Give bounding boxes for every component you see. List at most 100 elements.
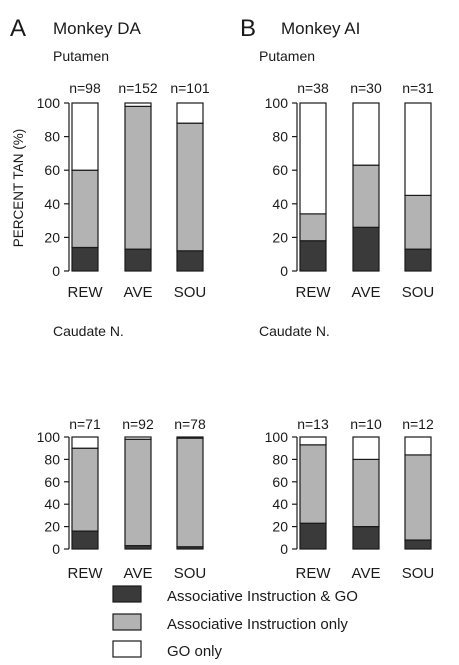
bar-count-label: n=92 — [122, 416, 154, 432]
bar-segment-assoc-go — [176, 250, 204, 272]
bar-count-label: n=71 — [69, 416, 101, 432]
bar-segment-assoc-go — [352, 226, 380, 272]
y-tick-label: 0 — [280, 541, 288, 557]
bar-segment-assoc-go — [352, 525, 380, 550]
chart-putamen-monkey-da: Putamen 0 20 40 60 80 100 REW n=98 AVE n=152 SOU n=1… — [37, 48, 210, 301]
region-title: Putamen — [259, 48, 315, 64]
y-tick-label: 100 — [37, 429, 61, 445]
y-tick-label: 20 — [272, 519, 288, 535]
y-tick-label: 80 — [272, 129, 288, 145]
legend-swatch-assoc-only — [112, 613, 142, 631]
y-tick-label: 20 — [44, 519, 60, 535]
y-tick-label: 0 — [52, 263, 60, 279]
bar-segment-assoc-only — [71, 169, 99, 249]
legend-swatch-go-only — [112, 640, 142, 658]
panel-b-letter: B — [240, 15, 256, 42]
chart-caudate-monkey-ai: Caudate N. 0 20 40 60 80 100 REW n=13 AVE n=10 SOU n… — [259, 323, 434, 582]
bar-count-label: n=152 — [118, 80, 158, 96]
y-tick-label: 60 — [272, 474, 288, 490]
legend-swatch-assoc-go — [112, 585, 142, 603]
x-tick-label: REW — [68, 284, 104, 301]
bar-count-label: n=30 — [350, 80, 382, 96]
y-tick-label: 100 — [265, 429, 289, 445]
y-tick-label: 100 — [37, 95, 61, 111]
legend-label: Associative Instruction only — [167, 616, 348, 633]
bar-segment-assoc-only — [404, 194, 432, 250]
bar-segment-go-only — [352, 102, 380, 166]
bar-count-label: n=78 — [174, 416, 206, 432]
y-tick-label: 40 — [44, 196, 60, 212]
y-axis-label: PERCENT TAN (%) — [11, 129, 26, 248]
bar-count-label: n=12 — [402, 416, 434, 432]
bar-segment-assoc-only — [352, 458, 380, 528]
legend-label: GO only — [167, 643, 223, 660]
bar-count-label: n=101 — [170, 80, 210, 96]
bar-count-label: n=13 — [297, 416, 329, 432]
bar-segment-go-only — [71, 102, 99, 171]
bar-segment-assoc-go — [404, 248, 432, 272]
y-tick-label: 80 — [44, 129, 60, 145]
y-tick-label: 20 — [44, 229, 60, 245]
bar-segment-assoc-only — [176, 437, 204, 548]
y-tick-label: 20 — [272, 229, 288, 245]
bar-segment-go-only — [71, 436, 99, 449]
bar-segment-go-only — [299, 436, 327, 446]
y-tick-label: 40 — [44, 496, 60, 512]
x-tick-label: REW — [296, 565, 332, 582]
bar-count-label: n=10 — [350, 416, 382, 432]
panel-b-title: Monkey AI — [281, 19, 360, 38]
bar-count-label: n=38 — [297, 80, 329, 96]
y-tick-label: 40 — [272, 496, 288, 512]
x-tick-label: SOU — [174, 565, 207, 582]
bar-segment-assoc-only — [299, 444, 327, 524]
region-title: Caudate N. — [53, 323, 124, 339]
y-tick-label: 60 — [272, 162, 288, 178]
y-tick-label: 0 — [280, 263, 288, 279]
region-title: Putamen — [53, 48, 109, 64]
bar-segment-assoc-only — [299, 213, 327, 242]
legend-label: Associative Instruction & GO — [167, 588, 358, 605]
x-tick-label: AVE — [124, 565, 153, 582]
panel-a-title: Monkey DA — [53, 19, 142, 38]
y-tick-label: 60 — [44, 474, 60, 490]
bar-segment-assoc-go — [71, 530, 99, 550]
region-title: Caudate N. — [259, 323, 330, 339]
bar-segment-assoc-go — [124, 248, 152, 272]
bar-segment-go-only — [124, 102, 152, 107]
y-tick-label: 60 — [44, 162, 60, 178]
x-tick-label: REW — [68, 565, 104, 582]
chart-caudate-monkey-da: Caudate N. 0 20 40 60 80 100 REW n=71 AVE n=92 SOU n… — [37, 323, 207, 582]
y-tick-label: 80 — [272, 451, 288, 467]
bar-segment-assoc-go — [299, 522, 327, 550]
bar-count-label: n=98 — [69, 80, 101, 96]
bar-segment-assoc-go — [71, 246, 99, 272]
x-tick-label: AVE — [352, 565, 381, 582]
bar-segment-go-only — [404, 436, 432, 456]
x-tick-label: SOU — [174, 284, 207, 301]
bar-segment-assoc-only — [352, 164, 380, 228]
y-tick-label: 80 — [44, 451, 60, 467]
x-tick-label: AVE — [352, 284, 381, 301]
y-tick-label: 0 — [52, 541, 60, 557]
x-tick-label: SOU — [402, 284, 435, 301]
bar-segment-assoc-only — [71, 447, 99, 532]
bar-segment-assoc-only — [176, 122, 204, 252]
bar-segment-assoc-only — [124, 438, 152, 547]
bar-segment-go-only — [404, 102, 432, 197]
panel-a-letter: A — [10, 15, 26, 42]
bar-segment-assoc-go — [404, 539, 432, 550]
bar-segment-assoc-only — [404, 454, 432, 541]
bar-count-label: n=31 — [402, 80, 434, 96]
x-tick-label: AVE — [124, 284, 153, 301]
bar-segment-go-only — [176, 102, 204, 124]
y-tick-label: 40 — [272, 196, 288, 212]
x-tick-label: REW — [296, 284, 332, 301]
x-tick-label: SOU — [402, 565, 435, 582]
chart-putamen-monkey-ai: Putamen 0 20 40 60 80 100 REW n=38 AVE n=30 SOU n=31 — [259, 48, 434, 301]
legend: Associative Instruction & GO Associative … — [112, 585, 358, 660]
bar-segment-go-only — [124, 436, 152, 440]
bar-segment-go-only — [299, 102, 327, 215]
bar-segment-go-only — [176, 436, 204, 439]
bar-segment-assoc-only — [124, 105, 152, 250]
